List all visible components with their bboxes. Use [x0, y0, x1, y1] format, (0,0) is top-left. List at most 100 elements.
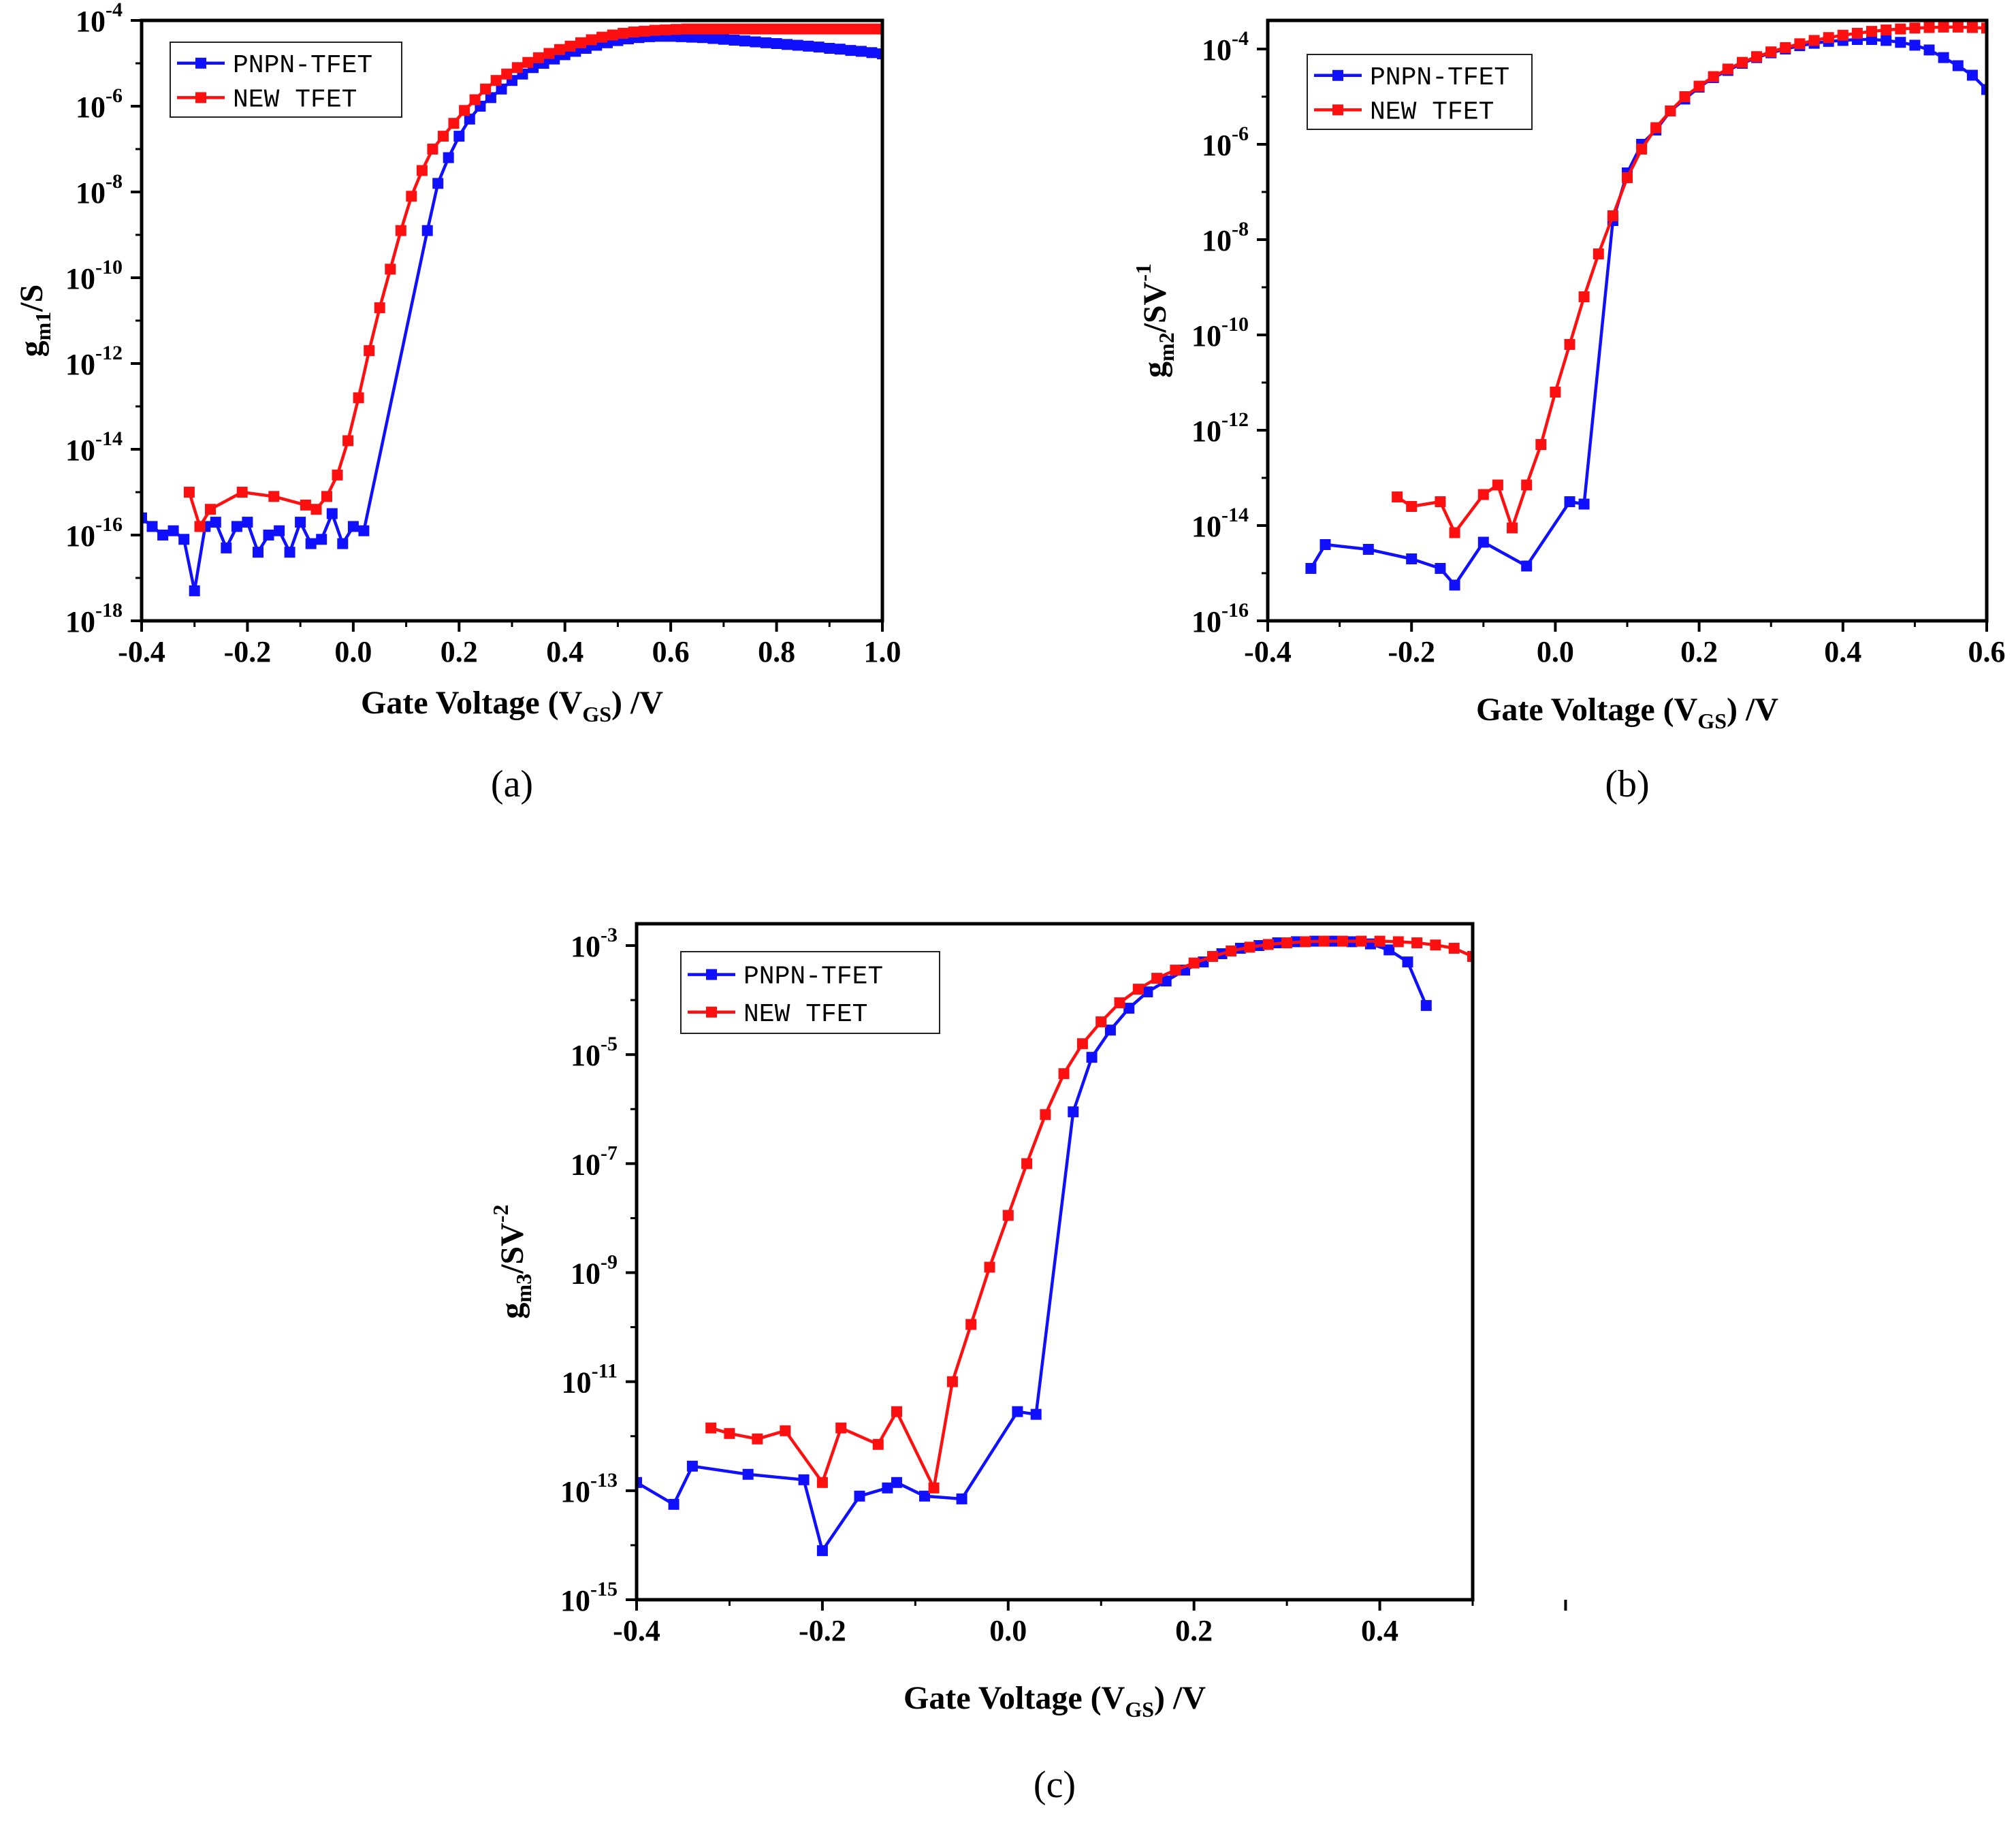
- chart-b-y-tick-label: 10-12: [1191, 408, 1249, 448]
- chart-a-data-point: [205, 504, 216, 515]
- chart-b-data-point: [1780, 42, 1791, 53]
- chart-b-y-tick-label: 10-6: [1202, 123, 1249, 162]
- chart-a-data-point: [438, 131, 449, 142]
- chart-a-legend-marker: [195, 92, 206, 103]
- chart-a-data-point: [242, 517, 253, 528]
- chart-c-data-point: [686, 1460, 698, 1472]
- chart-c-y-tick-label: 10-11: [562, 1360, 618, 1400]
- chart-c-data-point: [1207, 951, 1218, 962]
- chart-b-series-new-tfet: [1392, 21, 1987, 538]
- chart-a-data-point: [347, 521, 359, 532]
- chart-a-data-point: [834, 44, 846, 55]
- chart-a-y-tick-label: 10-12: [65, 342, 123, 381]
- chart-a-legend-box: [170, 42, 402, 118]
- chart-c-data-point: [1086, 1052, 1098, 1063]
- chart-b-data-point: [1607, 210, 1618, 221]
- chart-a-x-tick-label: -0.4: [118, 635, 165, 668]
- chart-b-data-point: [1521, 560, 1533, 572]
- chart-b-data-point: [1981, 84, 1987, 95]
- chart-b-data-point: [1693, 80, 1705, 92]
- chart-a-data-point: [850, 23, 862, 35]
- chart-a-x-tick-label: 0.8: [758, 635, 795, 668]
- chart-a-data-point: [485, 92, 496, 103]
- chart-a-data-point: [332, 469, 343, 481]
- chart-a-data-point: [496, 83, 507, 95]
- chart-b-data-point: [1938, 52, 1949, 63]
- chart-b-x-tick-label: -0.4: [1244, 635, 1292, 668]
- chart-c-data-point: [1170, 965, 1181, 976]
- chart-a-y-tick-label: 10-18: [65, 599, 123, 639]
- chart-a-data-point: [464, 113, 475, 125]
- chart-c-y-tick-label: 10-3: [571, 924, 618, 963]
- chart-a-data-point: [167, 525, 179, 536]
- chart-b-data-point: [1952, 60, 1964, 71]
- chart-c-data-point: [1021, 1158, 1033, 1169]
- chart-b-data-point: [1319, 539, 1331, 550]
- chart-c-legend: PNPN-TFET NEW TFET: [680, 951, 940, 1034]
- chart-c-data-point: [1114, 997, 1125, 1009]
- chart-a-data-point: [189, 585, 200, 596]
- chart-b-data-point: [1923, 22, 1935, 33]
- chart-a-data-point: [871, 23, 882, 35]
- chart-b-data-point: [1823, 32, 1834, 44]
- chart-c-data-point: [1188, 957, 1200, 969]
- chart-c-data-point: [1337, 935, 1348, 947]
- chart-c-y-tick-label: 10-7: [571, 1142, 618, 1181]
- chart-a-data-point: [305, 538, 317, 549]
- chart-b-data-point: [1751, 51, 1763, 63]
- chart-a-data-point: [146, 521, 158, 532]
- chart-c-x-tick-label: 0.4: [1361, 1614, 1398, 1647]
- chart-a-data-point: [300, 499, 311, 511]
- chart-a-data-point: [808, 23, 819, 35]
- chart-a-data-point: [829, 23, 841, 35]
- chart-a-data-point: [739, 35, 750, 47]
- chart-c-data-point: [1040, 1109, 1051, 1120]
- chart-c-x-tick-label: 0.2: [1175, 1614, 1213, 1647]
- chart-a-data-point: [501, 68, 513, 80]
- chart-a-data-point: [797, 23, 809, 35]
- chart-a-data-point: [421, 225, 433, 236]
- chart-c-data-point: [956, 1493, 967, 1504]
- chart-c-data-point: [1262, 939, 1274, 950]
- chart-c-data-point: [1392, 936, 1404, 948]
- chart-c-data-point: [919, 1490, 930, 1502]
- chart-a-x-tick-label: 0.2: [441, 635, 478, 668]
- chart-a-data-point: [660, 24, 671, 35]
- chart-a-data-point: [310, 504, 322, 515]
- chart-c-data-point: [1244, 941, 1255, 953]
- chart-a-legend-label: NEW TFET: [233, 85, 357, 114]
- chart-a-x-tick-label: 1.0: [864, 635, 901, 668]
- chart-c-legend-label: NEW TFET: [743, 1000, 867, 1029]
- chart-a-data-point: [364, 345, 375, 357]
- chart-c-data-point: [946, 1376, 958, 1387]
- chart-c-data-point: [891, 1477, 902, 1488]
- chart-c-data-point: [1068, 1106, 1079, 1118]
- chart-b-x-axis-title: Gate Voltage (VGS) /V: [1476, 692, 1778, 733]
- chart-a-y-tick-label: 10-6: [76, 84, 123, 124]
- chart-a-y-axis-title: gm1/S: [14, 285, 55, 357]
- chart-b-legend-box: [1307, 54, 1533, 130]
- chart-b-data-point: [1406, 553, 1418, 564]
- chart-a-data-point: [157, 530, 169, 541]
- chart-b-data-point: [1477, 489, 1489, 500]
- chart-b-data-point: [1909, 39, 1921, 51]
- chart-a-data-point: [469, 94, 481, 106]
- chart-a-data-point: [855, 46, 867, 57]
- chart-a-data-point: [432, 178, 444, 189]
- chart-c-data-point: [705, 1422, 717, 1434]
- chart-b-data-point: [1507, 522, 1518, 534]
- chart-c-data-point: [1430, 939, 1441, 951]
- chart-c-data-point: [984, 1261, 995, 1273]
- chart-a-data-point: [358, 525, 370, 536]
- chart-a-data-point: [480, 83, 492, 95]
- chart-b-data-point: [1521, 479, 1533, 491]
- chart-b-data-point: [1808, 35, 1820, 46]
- chart-c-data-point: [1420, 1000, 1432, 1012]
- chart-a-data-point: [649, 25, 660, 36]
- chart-a-x-tick-label: -0.2: [224, 635, 272, 668]
- chart-b-data-point: [1708, 71, 1719, 82]
- chart-b-legend-label: PNPN-TFET: [1370, 63, 1509, 93]
- chart-a-panel-label: (a): [491, 763, 533, 805]
- chart-c-x-tick-label: -0.2: [799, 1614, 846, 1647]
